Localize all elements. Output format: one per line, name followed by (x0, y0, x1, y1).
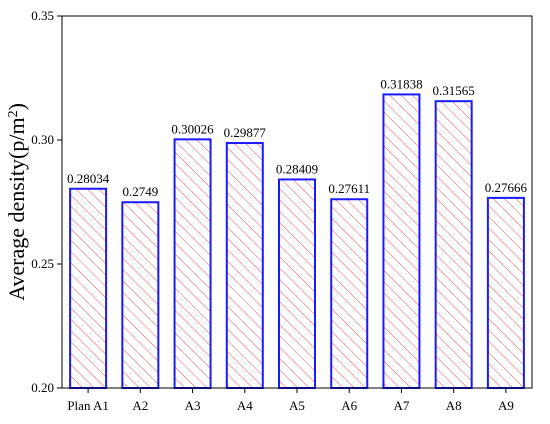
data-label-1: 0.28034 (67, 171, 110, 186)
data-label-7: 0.31838 (380, 76, 422, 91)
y-axis-title-superscript: 2 (6, 110, 21, 117)
data-labels-group: 0.28034 0.2749 0.30026 0.29877 0.28409 0.2761… (67, 76, 528, 199)
y-tick-label-4: 0.35 (31, 8, 54, 23)
bar-3 (173, 138, 212, 389)
bar-6 (330, 198, 369, 389)
bar-9 (486, 196, 525, 389)
x-tick-label-2: A2 (132, 398, 148, 413)
bar-8 (434, 100, 473, 390)
y-axis-ticks: 0.20 0.25 0.30 0.35 (31, 8, 62, 395)
y-axis-title-main: Average density(p/m (4, 117, 29, 300)
y-tick-label-1: 0.20 (31, 380, 54, 395)
y-tick-label-2: 0.25 (31, 256, 54, 271)
data-label-4: 0.29877 (224, 125, 267, 140)
data-label-6: 0.27611 (328, 181, 370, 196)
x-tick-label-9: A9 (498, 398, 514, 413)
data-label-5: 0.28409 (276, 161, 318, 176)
data-label-8: 0.31565 (433, 83, 475, 98)
data-label-3: 0.30026 (171, 121, 214, 136)
x-axis-ticks: Plan A1 A2 A3 A4 A5 A6 A7 A8 A9 (67, 388, 514, 413)
y-axis-title: Average density(p/m2) (4, 103, 29, 301)
x-tick-label-5: A5 (289, 398, 305, 413)
x-tick-label-8: A8 (446, 398, 462, 413)
bar-4 (225, 142, 264, 389)
bar-2 (121, 201, 160, 389)
x-tick-label-7: A7 (393, 398, 409, 413)
bars-group (69, 93, 525, 390)
y-tick-label-3: 0.30 (31, 132, 54, 147)
bar-5 (278, 178, 316, 389)
bar-7 (382, 93, 421, 389)
data-label-2: 0.2749 (122, 184, 158, 199)
x-tick-label-4: A4 (237, 398, 253, 413)
bar-1 (69, 187, 108, 389)
x-tick-label-1: Plan A1 (67, 398, 109, 413)
x-tick-label-6: A6 (341, 398, 357, 413)
y-axis-title-suffix: ) (4, 103, 29, 110)
data-label-9: 0.27666 (485, 180, 528, 195)
x-tick-label-3: A3 (185, 398, 201, 413)
